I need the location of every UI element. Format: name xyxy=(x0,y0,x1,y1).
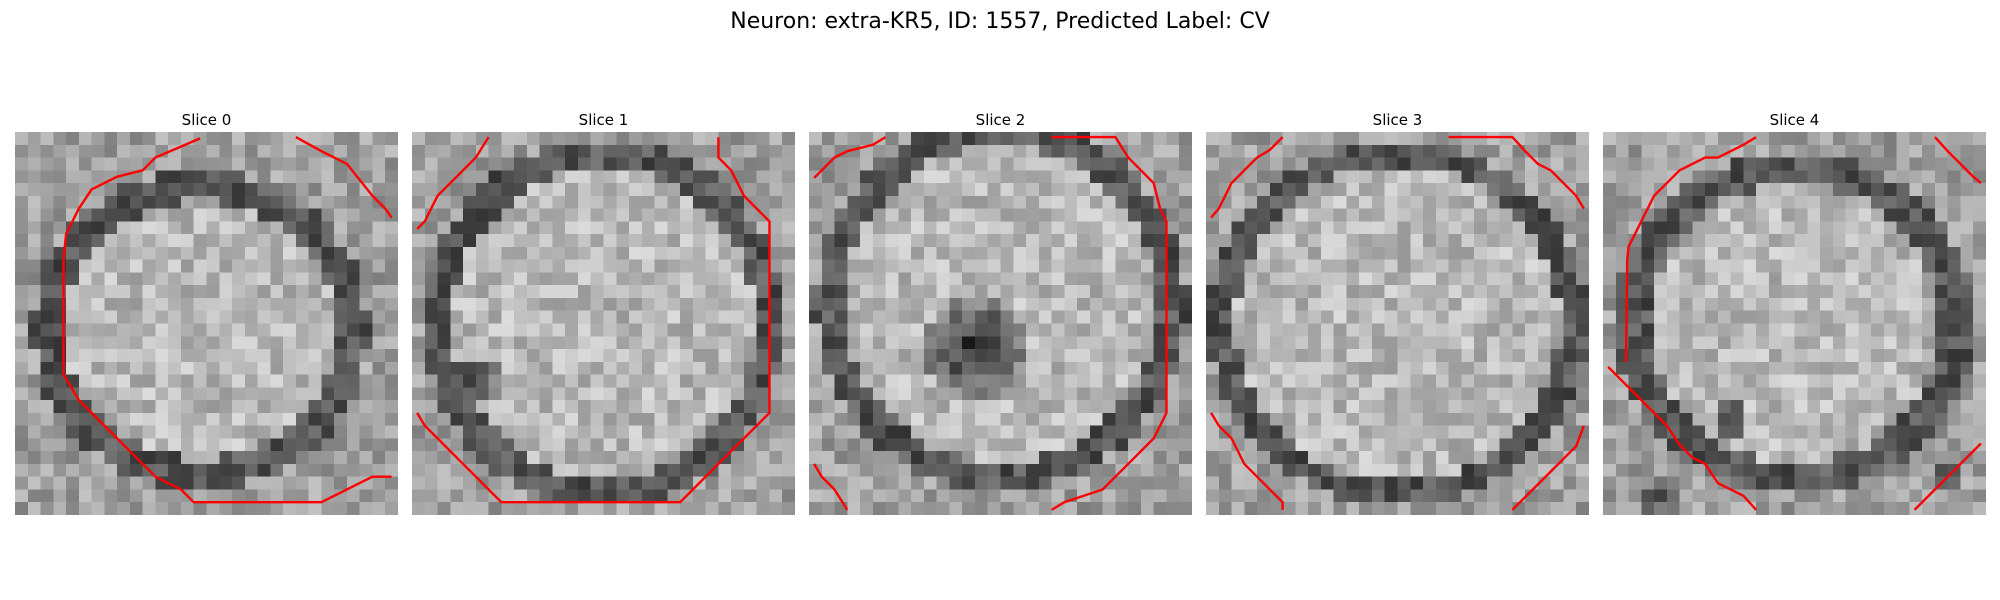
slice-panel-0: Slice 0 xyxy=(15,108,398,515)
segmentation-contour-1 xyxy=(416,136,490,230)
segmentation-contour-3 xyxy=(1934,136,1982,184)
slice-panel-1: Slice 1 xyxy=(412,108,795,515)
segmentation-contour-0 xyxy=(62,137,392,504)
segmentation-contour-2 xyxy=(813,463,849,511)
slice-image-1 xyxy=(412,132,795,515)
slice-pixel-grid xyxy=(1206,132,1589,515)
slice-panel-4: Slice 4 xyxy=(1603,108,1986,515)
segmentation-contour-0 xyxy=(1607,366,1758,511)
slice-title-3: Slice 3 xyxy=(1372,111,1423,129)
segmentation-contour-0 xyxy=(416,137,771,504)
segmentation-contour-0 xyxy=(1210,136,1284,219)
slice-pixel-grid xyxy=(809,132,1192,515)
segmentation-contour-0 xyxy=(1050,135,1168,511)
segmentation-contour-2 xyxy=(1210,412,1284,510)
slice-image-4 xyxy=(1603,132,1986,515)
slice-title-0: Slice 0 xyxy=(181,111,232,129)
slice-title-4: Slice 4 xyxy=(1769,111,1820,129)
slice-image-0 xyxy=(15,132,398,515)
segmentation-contour-3 xyxy=(1511,425,1586,511)
slice-panel-2: Slice 2 xyxy=(809,108,1192,515)
slice-panel-3: Slice 3 xyxy=(1206,108,1589,515)
slice-title-1: Slice 1 xyxy=(578,111,629,129)
segmentation-contour-1 xyxy=(813,136,887,179)
slice-image-2 xyxy=(809,132,1192,515)
slice-pixel-grid xyxy=(412,132,795,515)
segmentation-contour-1 xyxy=(1448,135,1585,210)
slice-pixel-grid xyxy=(1603,132,1986,515)
segmentation-contour-1 xyxy=(1624,136,1757,362)
segmentation-contour-2 xyxy=(1913,442,1982,511)
slice-title-2: Slice 2 xyxy=(975,111,1026,129)
slice-pixel-grid xyxy=(15,132,398,515)
slice-image-3 xyxy=(1206,132,1589,515)
segmentation-contour-1 xyxy=(295,136,393,219)
figure-title: Neuron: extra-KR5, ID: 1557, Predicted L… xyxy=(730,9,1270,34)
